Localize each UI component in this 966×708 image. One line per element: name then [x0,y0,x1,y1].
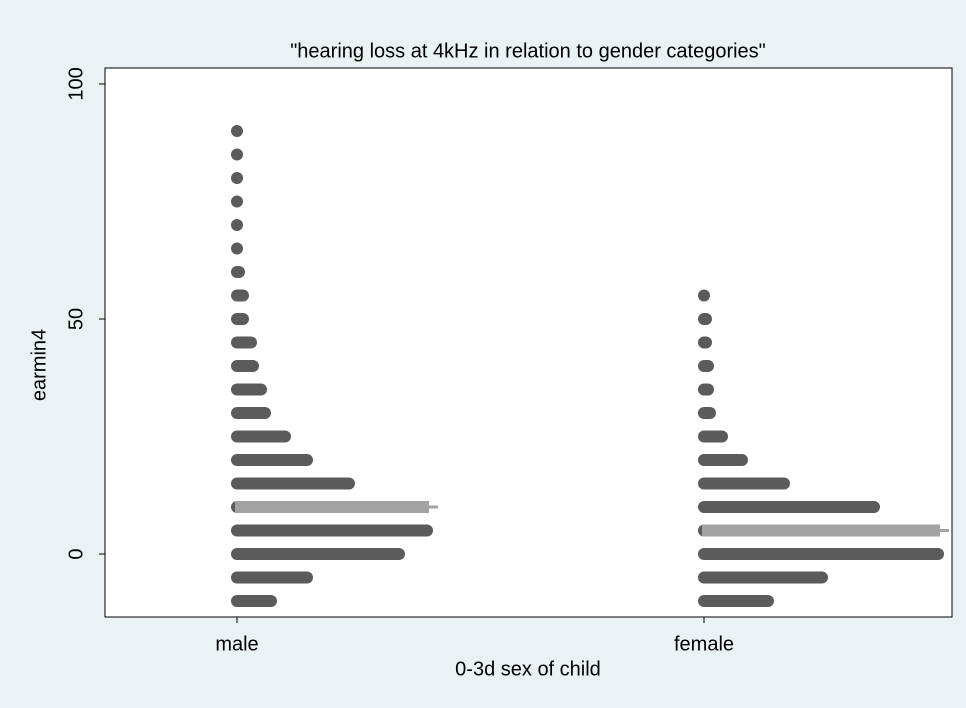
dot-row [231,571,313,584]
x-axis-title: 0-3d sex of child [455,658,601,680]
dot-row [698,430,728,443]
y-tick-label: 0 [65,548,87,559]
dot-row [231,524,433,537]
dot-row [698,312,712,325]
dot-row [698,501,880,514]
dot-row [231,595,277,608]
dot-row [698,454,748,467]
dot-row [231,195,243,208]
dot-row [231,265,245,278]
x-tick-label: male [215,633,258,655]
dot-row [698,548,944,561]
y-tick-label: 100 [65,67,87,100]
dot-row [231,218,243,231]
dot-row [698,336,712,349]
dot-row [231,454,313,467]
dot-row [231,242,243,255]
dot-row [698,383,714,396]
x-tick-label: female [674,633,734,655]
median-bar [702,524,940,537]
median-bar [235,501,429,514]
dot-row [231,477,355,490]
y-axis-title: earmin4 [28,329,50,401]
dot-row [698,407,716,420]
dot-row [698,289,710,302]
y-tick-label: 50 [65,308,87,330]
dot-row [698,595,774,608]
dot-row [231,430,291,443]
chart-title: "hearing loss at 4kHz in relation to gen… [290,40,766,62]
dot-row [231,124,243,137]
dot-row [231,407,271,420]
dot-row [698,360,714,373]
dot-row [231,312,249,325]
dot-row [698,571,828,584]
dot-row [698,477,790,490]
dot-row [231,289,249,302]
dot-row [231,383,267,396]
dot-row [231,548,405,561]
dot-row [231,148,243,161]
dot-row [231,360,259,373]
dot-row [231,171,243,184]
dot-row [231,336,257,349]
